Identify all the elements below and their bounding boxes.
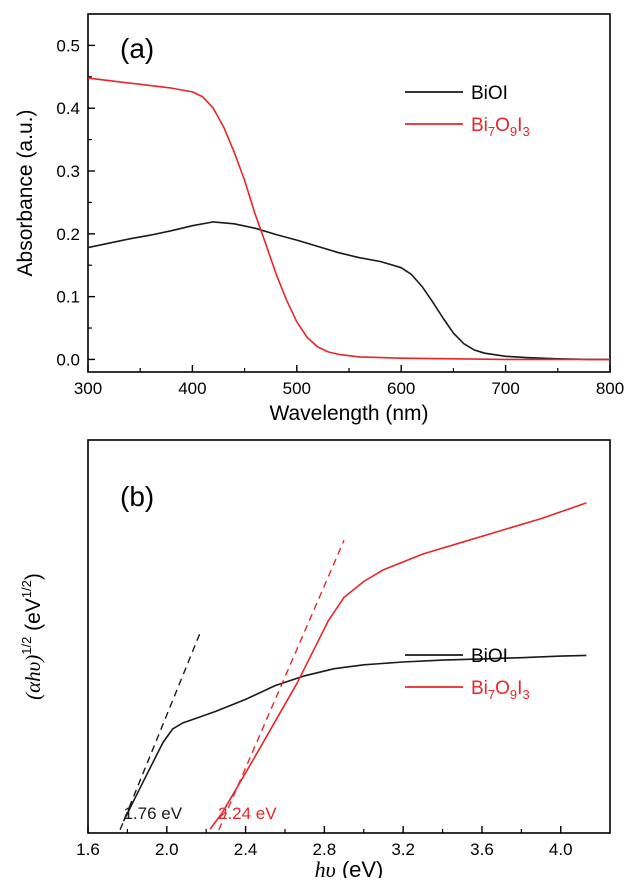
legend-label: BiOI (471, 646, 508, 667)
x-tick-label: 2.0 (155, 840, 179, 859)
legend-label: BiOI (471, 83, 508, 104)
y-axis-label: (αhυ)1/2 (eV1/2) (19, 573, 45, 700)
x-tick-label: 600 (387, 379, 415, 398)
x-tick-label: 3.2 (391, 840, 415, 859)
x-tick-label: 2.4 (234, 840, 258, 859)
band-gap-label-bi7o9i3: 2.24 eV (218, 804, 277, 823)
series-line-bi7o9i3 (209, 502, 587, 830)
y-tick-label: 0.4 (56, 99, 80, 118)
tangent-line-bioi (118, 632, 201, 833)
tangent-line-bi7o9i3 (216, 539, 345, 833)
legend-label: Bi7O9I3 (471, 115, 530, 139)
legend-label: Bi7O9I3 (471, 678, 530, 702)
plot-frame (87, 439, 611, 834)
x-tick-label: 700 (491, 379, 519, 398)
y-axis-label: Absorbance (a.u.) (14, 110, 37, 277)
y-tick-label: 0.5 (56, 36, 80, 55)
y-tick-label: 0.2 (56, 225, 80, 244)
panel-label: (b) (120, 481, 154, 512)
x-tick-label: 800 (596, 379, 624, 398)
x-tick-label: 2.8 (313, 840, 337, 859)
series-line-bi7o9i3 (88, 77, 610, 361)
x-tick-label: 1.6 (76, 840, 100, 859)
band-gap-label-bioi: 1.76 eV (123, 804, 182, 823)
plot-frame (87, 13, 611, 373)
x-tick-label: 3.6 (470, 840, 494, 859)
x-axis-label: Wavelength (nm) (269, 402, 428, 425)
y-tick-label: 0.0 (56, 350, 80, 369)
x-tick-label: 400 (178, 379, 206, 398)
series-line-bioi (88, 221, 610, 361)
x-tick-label: 500 (283, 379, 311, 398)
y-tick-label: 0.1 (56, 288, 80, 307)
series-line-bioi (122, 654, 587, 822)
x-tick-label: 4.0 (549, 840, 573, 859)
x-axis-label: hυ (eV) (315, 857, 384, 878)
x-tick-label: 300 (74, 379, 102, 398)
chart-panel-a: 300 400 500 600 700 800 0.0 0.1 0.2 0.3 0.4 0.5 (a) B… (14, 13, 624, 425)
panel-label: (a) (120, 33, 154, 64)
chart-panel-b: 1.6 2.0 2.4 2.8 3.2 3.6 4.0 1.76 eV 2.24 eV (b) Bi… (19, 439, 611, 882)
y-tick-label: 0.3 (56, 162, 80, 181)
